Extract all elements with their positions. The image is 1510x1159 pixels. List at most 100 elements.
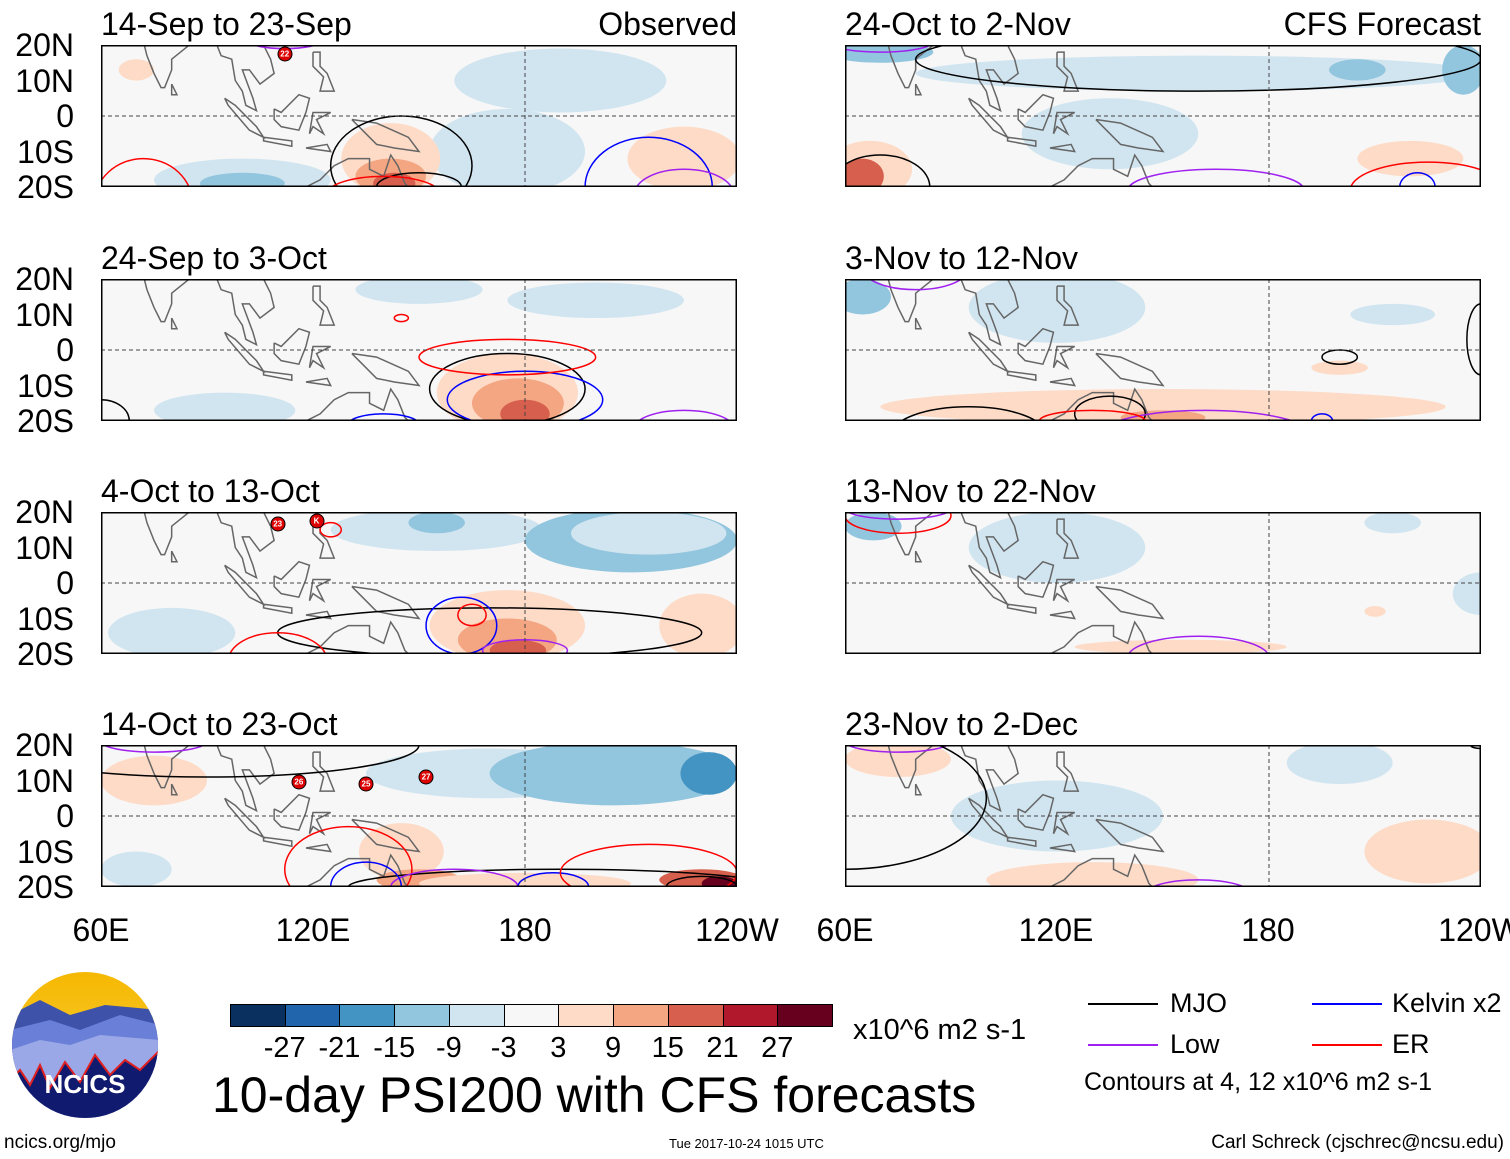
- contour-line: [377, 173, 462, 187]
- footer-author: Carl Schreck (cjschrec@ncsu.edu): [1211, 1132, 1504, 1153]
- coastline: [306, 611, 331, 618]
- contour-line: [1039, 410, 1145, 421]
- map-panel: [845, 45, 1481, 187]
- shading-area: [1364, 606, 1386, 617]
- figure-title: 10-day PSI200 with CFS forecasts: [212, 1067, 977, 1123]
- contour-line: [331, 116, 472, 187]
- coastline: [873, 512, 940, 555]
- contour-line: [585, 137, 712, 187]
- shading-area: [108, 607, 236, 654]
- contour-line: [458, 604, 486, 625]
- panel-title: 24-Oct to 2-Nov: [845, 6, 1071, 42]
- colorbar-tick: 9: [605, 1032, 622, 1064]
- legend-label: Low: [1170, 1029, 1220, 1059]
- coastline: [1050, 844, 1075, 851]
- shading-area: [454, 48, 667, 113]
- lat-label: 20S: [17, 403, 74, 439]
- contour-line: [391, 869, 518, 887]
- shading-area: [1286, 745, 1393, 785]
- lat-label: 10S: [17, 367, 74, 404]
- footer-url[interactable]: ncics.org/mjo: [4, 1132, 116, 1153]
- shading-area: [1311, 360, 1368, 375]
- tropical-cyclone-icon: 23: [270, 516, 286, 532]
- shading-area: [1364, 512, 1421, 534]
- coastline: [958, 745, 1046, 811]
- coastline: [129, 279, 196, 322]
- coastline: [1053, 579, 1074, 600]
- contour-line: [1128, 636, 1269, 654]
- legend-swatch-er: [1312, 1044, 1382, 1046]
- map-svg: [101, 512, 737, 654]
- contour-line: [348, 414, 419, 421]
- colorbar-swatch: [722, 1004, 779, 1027]
- logo-text: NCICS: [45, 1069, 126, 1099]
- contour-line: [863, 279, 969, 290]
- panel-title: 3-Nov to 12-Nov: [845, 240, 1078, 276]
- coastline: [1008, 837, 1036, 846]
- coastline: [1053, 346, 1074, 367]
- lat-label: 20N: [15, 261, 74, 297]
- shading-area: [489, 639, 547, 654]
- coastline: [214, 745, 302, 811]
- contour-line: [1128, 169, 1305, 187]
- shading-area: [968, 279, 1146, 343]
- coastline: [313, 752, 334, 791]
- shading-area: [1364, 819, 1481, 884]
- coastline: [172, 551, 177, 562]
- coastline: [264, 837, 292, 846]
- contour-line: [845, 512, 951, 519]
- coastline: [969, 798, 1008, 837]
- contour-line: [1400, 173, 1435, 187]
- coastline: [1018, 795, 1053, 831]
- shading-area: [1350, 303, 1436, 326]
- contour-line: [635, 169, 734, 187]
- coastline: [309, 346, 330, 367]
- coastline: [214, 512, 302, 578]
- colorbar-swatch: [230, 1004, 286, 1027]
- shading-area: [101, 851, 172, 887]
- contour-line: [518, 873, 589, 887]
- tropical-cyclone-icon: K: [309, 513, 325, 529]
- coastline: [958, 512, 1046, 578]
- colorbar-tick: 15: [651, 1032, 684, 1064]
- legend-label: MJO: [1170, 988, 1227, 1018]
- coastline: [264, 604, 292, 613]
- contour-line: [1311, 414, 1332, 421]
- colorbar-swatch: [503, 1004, 560, 1027]
- coastline: [292, 155, 416, 187]
- coastline: [274, 95, 309, 131]
- coastline: [916, 318, 921, 329]
- shading-area: [118, 59, 154, 81]
- colorbar-swatch: [284, 1004, 341, 1027]
- coastline: [916, 84, 921, 95]
- coastline: [1053, 112, 1074, 133]
- shading-area: [355, 279, 483, 304]
- shading-area: [500, 399, 550, 421]
- shading-area: [1329, 59, 1386, 81]
- lat-label: 10S: [17, 133, 74, 170]
- coastline: [225, 798, 264, 837]
- map-panel: 23 K: [101, 512, 737, 654]
- contour-line: [1467, 304, 1481, 375]
- colorbar-tick: -21: [318, 1032, 361, 1064]
- coastline: [225, 565, 264, 604]
- contour-line: [327, 176, 440, 187]
- contour-line: [419, 339, 596, 375]
- coastline: [352, 587, 419, 619]
- map-svg: [845, 745, 1481, 887]
- contour-line: [666, 876, 737, 887]
- panel-title: 4-Oct to 13-Oct: [101, 473, 320, 509]
- panel-tag: CFS Forecast: [1283, 6, 1481, 42]
- coastline: [352, 354, 419, 386]
- panel-tag: Observed: [598, 6, 737, 42]
- map-panel: [845, 279, 1481, 421]
- map-svg: [101, 45, 737, 187]
- coastline: [309, 579, 330, 600]
- colorbar-tick: -3: [490, 1032, 517, 1064]
- ncics-logo: NCICS: [12, 972, 158, 1118]
- coastline: [1008, 604, 1036, 613]
- coastline: [225, 332, 264, 371]
- lon-label: 120W: [695, 912, 779, 948]
- colorbar-swatch: [667, 1004, 724, 1027]
